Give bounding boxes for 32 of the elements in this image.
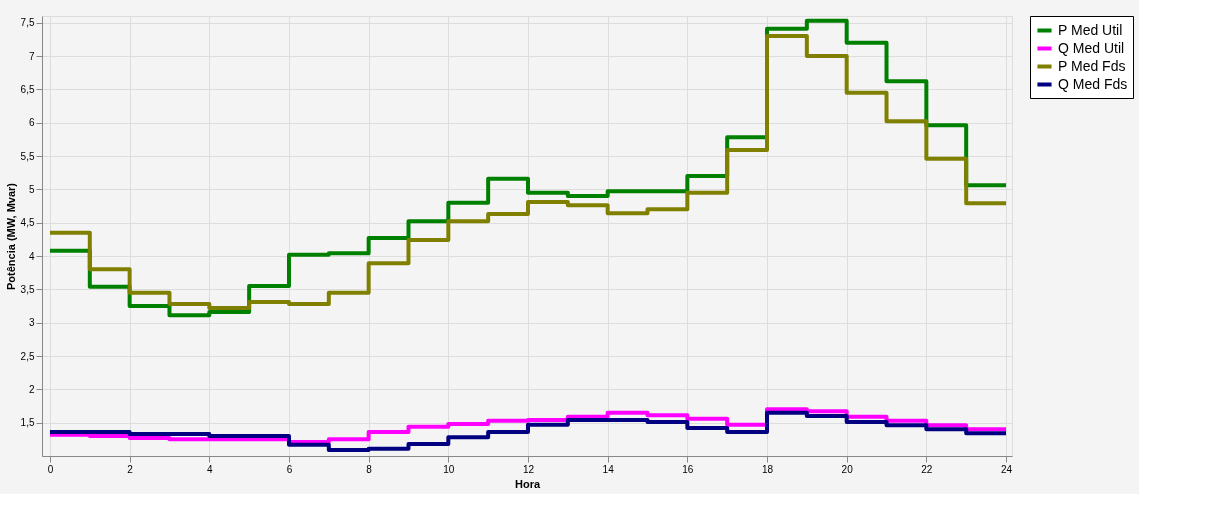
y-tick-label: 3 [28, 317, 35, 329]
x-tick-label: 14 [602, 463, 615, 475]
x-axis-title: Hora [514, 477, 541, 490]
x-tick-label: 10 [443, 463, 455, 475]
y-tick-label: 7 [28, 50, 35, 62]
x-tick-label: 6 [286, 463, 293, 475]
x-tick-label: 18 [761, 463, 774, 475]
y-tick-label: 2 [28, 383, 35, 395]
x-tick-label: 4 [207, 463, 214, 475]
y-tick-label: 1,5 [20, 417, 35, 429]
x-tick-label: 0 [47, 463, 54, 475]
y-tick-label: 6 [28, 117, 35, 129]
y-tick-label: 5,5 [20, 150, 35, 162]
x-tick-label: 16 [682, 463, 694, 475]
legend-label: P Med Util [1058, 21, 1123, 38]
x-tick-label: 20 [841, 463, 854, 475]
legend-label: Q Med Util [1058, 39, 1125, 56]
y-tick-label: 3,5 [20, 283, 35, 295]
y-tick-label: 6,5 [20, 83, 35, 95]
y-tick-label: 4,5 [20, 217, 35, 229]
legend-label: P Med Fds [1058, 57, 1126, 74]
legend-label: Q Med Fds [1058, 75, 1128, 92]
y-tick-label: 2,5 [20, 350, 35, 362]
y-tick-label: 5 [28, 183, 35, 195]
y-axis-title: Potência (MW, Mvar) [4, 182, 17, 290]
x-tick-label: 8 [366, 463, 373, 475]
x-tick-label: 24 [1000, 463, 1013, 475]
x-tick-label: 2 [127, 463, 134, 475]
x-tick-label: 22 [921, 463, 933, 475]
y-tick-label: 4 [28, 250, 35, 262]
x-tick-label: 12 [522, 463, 535, 475]
y-tick-label: 7,5 [20, 17, 35, 29]
